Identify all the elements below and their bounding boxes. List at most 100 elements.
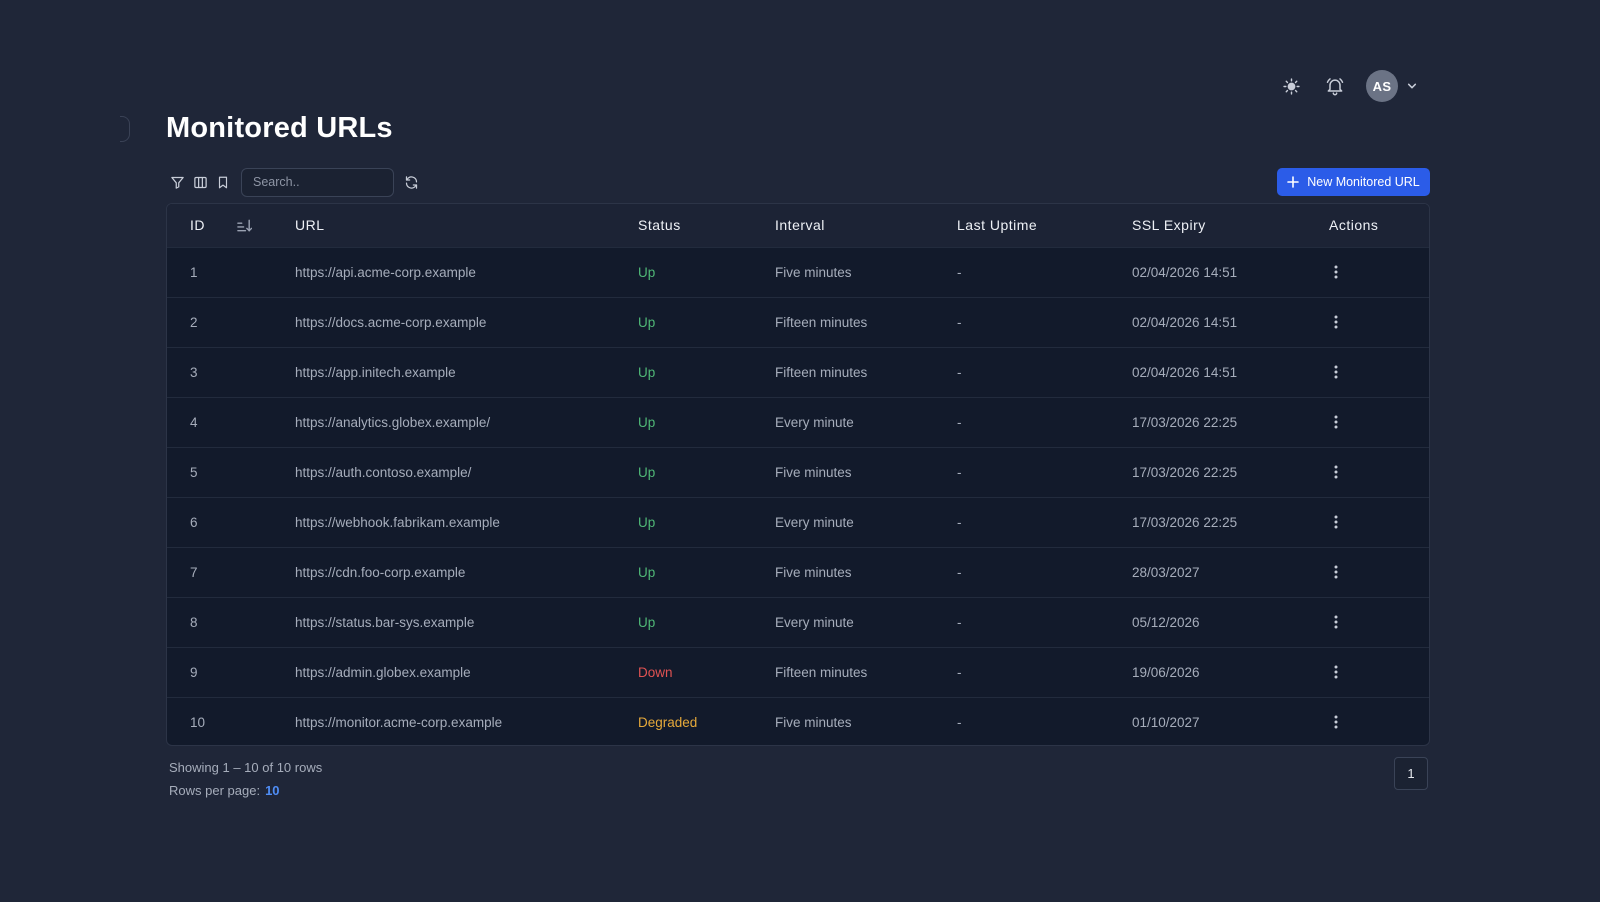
cell-interval: Fifteen minutes [775, 664, 868, 680]
cell-id: 7 [190, 564, 198, 580]
cell-ssl-expiry: 17/03/2026 22:25 [1132, 514, 1238, 530]
cell-ssl-expiry: 17/03/2026 22:25 [1132, 464, 1238, 480]
cell-last-uptime: - [957, 714, 962, 730]
table-row[interactable]: 3 https://app.initech.example Up Fifteen… [167, 347, 1429, 397]
cell-id: 6 [190, 514, 198, 530]
cell-last-uptime: - [957, 464, 962, 480]
column-header-url[interactable]: URL [295, 217, 325, 234]
cell-url[interactable]: https://admin.globex.example [295, 664, 471, 680]
cell-last-uptime: - [957, 364, 962, 380]
column-header-status[interactable]: Status [638, 217, 681, 234]
cell-id: 5 [190, 464, 198, 480]
theme-toggle-sun-icon[interactable] [1276, 71, 1306, 101]
cell-id: 1 [190, 264, 198, 280]
cell-actions [1306, 497, 1429, 547]
monitored-urls-table: ID URL Status Interval Last Uptime SSL E… [166, 203, 1430, 746]
bookmark-icon[interactable] [212, 171, 234, 193]
more-actions-icon[interactable] [1329, 512, 1343, 532]
table-row[interactable]: 10 https://monitor.acme-corp.example Deg… [167, 697, 1429, 745]
more-actions-icon[interactable] [1329, 412, 1343, 432]
user-avatar[interactable]: AS [1366, 70, 1398, 102]
cell-id: 4 [190, 414, 198, 430]
cell-id: 3 [190, 364, 198, 380]
cell-status: Up [638, 514, 656, 530]
column-header-id[interactable]: ID [167, 204, 272, 247]
table-row[interactable]: 1 https://api.acme-corp.example Up Five … [167, 247, 1429, 297]
cell-interval: Five minutes [775, 464, 852, 480]
cell-ssl-expiry: 02/04/2026 14:51 [1132, 314, 1238, 330]
more-actions-icon[interactable] [1329, 612, 1343, 632]
cell-interval: Five minutes [775, 564, 852, 580]
cell-ssl-expiry: 17/03/2026 22:25 [1132, 414, 1238, 430]
cell-url[interactable]: https://monitor.acme-corp.example [295, 714, 503, 730]
cell-interval: Fifteen minutes [775, 364, 868, 380]
more-actions-icon[interactable] [1329, 362, 1343, 382]
cell-interval: Every minute [775, 514, 854, 530]
cell-actions [1306, 597, 1429, 647]
cell-url[interactable]: https://status.bar-sys.example [295, 614, 475, 630]
new-monitored-url-button[interactable]: New Monitored URL [1277, 168, 1430, 196]
rows-per-page-label: Rows per page: [169, 783, 261, 798]
cell-id: 8 [190, 614, 198, 630]
cell-last-uptime: - [957, 614, 962, 630]
table-row[interactable]: 4 https://analytics.globex.example/ Up E… [167, 397, 1429, 447]
more-actions-icon[interactable] [1329, 562, 1343, 582]
column-header-ssl-expiry[interactable]: SSL Expiry [1132, 217, 1206, 234]
cell-actions [1306, 297, 1429, 347]
more-actions-icon[interactable] [1329, 462, 1343, 482]
cell-url[interactable]: https://api.acme-corp.example [295, 264, 476, 280]
sort-icon[interactable] [237, 219, 253, 233]
cell-url[interactable]: https://app.initech.example [295, 364, 456, 380]
page-title: Monitored URLs [166, 112, 393, 144]
more-actions-icon[interactable] [1329, 262, 1343, 282]
table-row[interactable]: 6 https://webhook.fabrikam.example Up Ev… [167, 497, 1429, 547]
showing-rows-text: Showing 1 – 10 of 10 rows [169, 760, 323, 775]
cell-url[interactable]: https://auth.contoso.example/ [295, 464, 472, 480]
chevron-down-icon[interactable] [1402, 71, 1422, 101]
cell-last-uptime: - [957, 664, 962, 680]
cell-interval: Five minutes [775, 714, 852, 730]
filter-icon[interactable] [166, 171, 188, 193]
cell-status: Up [638, 264, 656, 280]
table-row[interactable]: 7 https://cdn.foo-corp.example Up Five m… [167, 547, 1429, 597]
cell-interval: Every minute [775, 614, 854, 630]
cell-interval: Every minute [775, 414, 854, 430]
cell-url[interactable]: https://cdn.foo-corp.example [295, 564, 466, 580]
plus-icon [1287, 176, 1300, 188]
table-toolbar: New Monitored URL [166, 167, 1430, 197]
cell-last-uptime: - [957, 564, 962, 580]
refresh-icon[interactable] [400, 171, 422, 193]
cell-url[interactable]: https://analytics.globex.example/ [295, 414, 491, 430]
table-row[interactable]: 2 https://docs.acme-corp.example Up Fift… [167, 297, 1429, 347]
cell-status: Down [638, 664, 673, 680]
more-actions-icon[interactable] [1329, 662, 1343, 682]
rows-per-page: Rows per page: 10 [169, 779, 322, 802]
cell-last-uptime: - [957, 314, 962, 330]
cell-id: 9 [190, 664, 198, 680]
cell-actions [1306, 397, 1429, 447]
topbar: AS [1276, 70, 1422, 102]
column-header-interval[interactable]: Interval [775, 217, 825, 234]
table-row[interactable]: 5 https://auth.contoso.example/ Up Five … [167, 447, 1429, 497]
cell-interval: Fifteen minutes [775, 314, 868, 330]
cell-actions [1306, 697, 1429, 745]
more-actions-icon[interactable] [1329, 712, 1343, 732]
search-input[interactable] [241, 167, 394, 197]
columns-icon[interactable] [189, 171, 211, 193]
cell-last-uptime: - [957, 264, 962, 280]
sidebar-collapse-handle[interactable] [120, 116, 130, 142]
pagination-page-button[interactable]: 1 [1394, 757, 1428, 790]
cell-url[interactable]: https://docs.acme-corp.example [295, 314, 487, 330]
column-header-last-uptime[interactable]: Last Uptime [957, 217, 1038, 234]
cell-status: Up [638, 414, 656, 430]
rows-per-page-value[interactable]: 10 [265, 783, 280, 798]
cell-url[interactable]: https://webhook.fabrikam.example [295, 514, 500, 530]
table-row[interactable]: 9 https://admin.globex.example Down Fift… [167, 647, 1429, 697]
cell-status: Up [638, 314, 656, 330]
cell-actions [1306, 247, 1429, 297]
cell-status: Up [638, 364, 656, 380]
table-row[interactable]: 8 https://status.bar-sys.example Up Ever… [167, 597, 1429, 647]
notifications-bell-icon[interactable] [1320, 71, 1350, 101]
more-actions-icon[interactable] [1329, 312, 1343, 332]
cell-ssl-expiry: 28/03/2027 [1132, 564, 1200, 580]
